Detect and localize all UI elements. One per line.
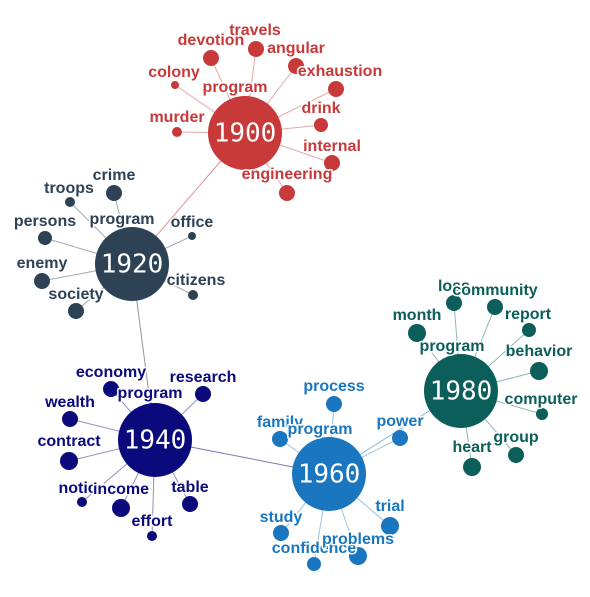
leaf-node-study: [273, 525, 289, 541]
word-label-angular: angular: [267, 40, 325, 57]
word-label-income: income: [93, 481, 149, 498]
leaf-node-behavior: [530, 362, 548, 380]
word-label-notice: notice: [58, 480, 105, 497]
hub-node-1900: [208, 96, 282, 170]
hub-label-1960: 1960: [298, 460, 361, 490]
leaf-node-drink: [314, 118, 328, 132]
word-label-table: table: [171, 479, 208, 496]
word-label-engineering: engineering: [242, 166, 333, 183]
word-label-internal: internal: [303, 138, 361, 155]
leaf-node-wealth: [62, 411, 78, 427]
leaf-node-effort: [147, 531, 157, 541]
hub-label-1920: 1920: [101, 250, 164, 280]
word-label-behavior: behavior: [506, 343, 573, 360]
word-label-problems: problems: [322, 531, 394, 548]
hub-node-1920: [95, 227, 169, 301]
leaf-node-enemy: [34, 273, 50, 289]
word-label-devotion: devotion: [178, 32, 245, 49]
leaf-node-internal: [324, 155, 340, 171]
word-label-crime: crime: [93, 167, 136, 184]
leaf-nodes-layer: [34, 41, 548, 571]
hub-node-1940: [118, 403, 192, 477]
leaf-node-contract: [60, 452, 78, 470]
word-label-program: program: [420, 338, 485, 355]
word-label-report: report: [505, 306, 552, 323]
word-label-wealth: wealth: [44, 394, 95, 411]
word-label-power: power: [376, 413, 423, 430]
leaf-node-angular: [288, 58, 304, 74]
word-label-program: program: [118, 385, 183, 402]
hub-label-1940: 1940: [124, 426, 187, 456]
leaf-node-travels: [248, 41, 264, 57]
word-label-exhaustion: exhaustion: [298, 63, 382, 80]
leaf-node-research: [195, 386, 211, 402]
leaf-node-citizens: [188, 290, 198, 300]
word-label-month: month: [393, 307, 442, 324]
hub-node-1960: [292, 437, 366, 511]
leaf-node-computer: [536, 408, 548, 420]
word-label-heart: heart: [452, 439, 492, 456]
word-label-enemy: enemy: [17, 255, 68, 272]
leaf-node-loss: [446, 295, 462, 311]
leaf-node-community: [487, 299, 503, 315]
leaf-node-crime: [106, 185, 122, 201]
word-label-computer: computer: [505, 391, 578, 408]
word-label-travels: travels: [229, 22, 281, 39]
word-label-program: program: [203, 79, 268, 96]
word-label-colony: colony: [148, 64, 200, 81]
word-label-trial: trial: [375, 498, 404, 515]
leaf-node-trial: [381, 517, 399, 535]
leaf-node-exhaustion: [328, 81, 344, 97]
word-label-citizens: citizens: [167, 272, 226, 289]
word-label-persons: persons: [14, 213, 76, 230]
leaf-node-economy: [103, 381, 119, 397]
word-label-program: program: [90, 211, 155, 228]
leaf-node-office: [188, 232, 196, 240]
leaf-node-group: [508, 447, 524, 463]
hub-label-1980: 1980: [430, 377, 493, 407]
leaf-node-problems: [349, 547, 367, 565]
leaf-node-murder: [172, 127, 182, 137]
word-label-research: research: [170, 369, 237, 386]
word-label-program: program: [288, 421, 353, 438]
leaf-node-persons: [38, 231, 52, 245]
word-label-troops: troops: [44, 180, 94, 197]
word-label-office: office: [171, 214, 214, 231]
leaf-node-process: [326, 396, 342, 412]
leaf-node-confidence: [307, 557, 321, 571]
leaf-node-troops: [65, 197, 75, 207]
leaf-node-notice: [77, 497, 87, 507]
labels-layer: devotiontravelsangularcolonyprogramexhau…: [12, 21, 579, 559]
word-label-group: group: [493, 429, 539, 446]
word-label-study: study: [260, 509, 303, 526]
word-label-drink: drink: [301, 100, 340, 117]
leaf-node-report: [522, 323, 536, 337]
word-label-contract: contract: [37, 433, 101, 450]
hub-node-1980: [424, 354, 498, 428]
leaf-node-heart: [463, 458, 481, 476]
leaf-node-society: [68, 303, 84, 319]
leaf-node-income: [112, 499, 130, 517]
leaf-node-family: [272, 431, 288, 447]
word-label-community: community: [452, 282, 537, 299]
leaf-node-devotion: [203, 50, 219, 66]
word-label-effort: effort: [132, 513, 174, 530]
word-label-society: society: [48, 286, 103, 303]
word-label-process: process: [303, 378, 364, 395]
hub-nodes-layer: 1900 1920 1940 1960 1980: [95, 96, 498, 511]
leaf-node-table: [182, 496, 198, 512]
word-label-murder: murder: [149, 109, 204, 126]
leaf-node-month: [408, 324, 426, 342]
word-label-family: family: [257, 414, 303, 431]
leaf-node-power: [392, 430, 408, 446]
word-label-economy: economy: [76, 364, 146, 381]
word-label-loss: loss: [438, 278, 470, 295]
hub-label-1900: 1900: [214, 119, 277, 149]
leaf-node-colony: [171, 81, 179, 89]
leaf-node-engineering: [279, 185, 295, 201]
word-label-confidence: confidence: [272, 540, 357, 557]
